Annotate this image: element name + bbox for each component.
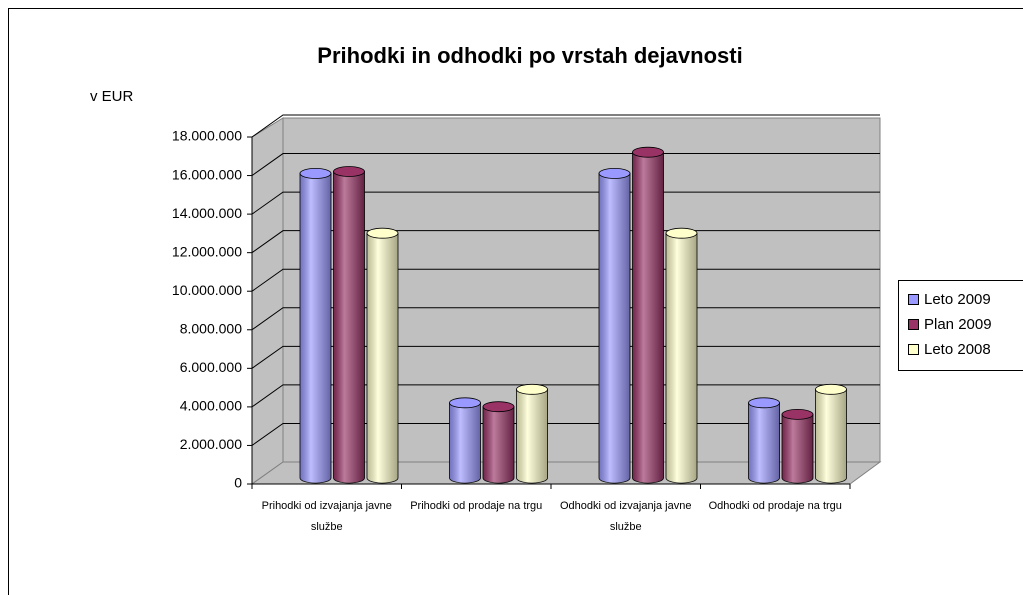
y-tick-label: 8.000.000 xyxy=(180,320,242,336)
bar-shade xyxy=(516,389,548,483)
bar xyxy=(632,146,664,484)
legend-swatch xyxy=(908,344,919,355)
x-tick-label: Prihodki od izvajanja javne službe xyxy=(261,500,392,533)
legend-label: Leto 2008 xyxy=(924,341,991,358)
bar-top xyxy=(598,168,631,179)
bar-top xyxy=(299,168,332,179)
bar xyxy=(333,166,365,484)
bar-top xyxy=(632,146,664,158)
legend-swatch xyxy=(908,319,919,330)
bar-shade xyxy=(748,402,780,483)
legend-label: Leto 2009 xyxy=(924,291,991,308)
bar-top xyxy=(665,227,698,239)
legend xyxy=(898,280,1023,371)
y-tick-label: 14.000.000 xyxy=(172,205,242,221)
y-axis-label: v EUR xyxy=(90,88,134,105)
y-tick-label: 10.000.000 xyxy=(172,282,242,298)
chart-title: Prihodki in odhodki po vrstah dejavnosti xyxy=(317,43,742,68)
x-tick-label: Odhodki od prodaje na trgu xyxy=(708,500,842,512)
bar-top xyxy=(781,408,814,420)
bar xyxy=(516,383,548,484)
bar-top xyxy=(482,401,515,413)
bar xyxy=(449,397,481,484)
bar-top xyxy=(333,166,365,177)
bar-shade xyxy=(599,173,630,483)
x-tick-label: Prihodki od prodaje na trgu xyxy=(410,500,543,512)
y-tick-label: 2.000.000 xyxy=(180,436,242,452)
bar-top xyxy=(516,383,548,395)
bar xyxy=(299,168,332,484)
y-tick-label: 16.000.000 xyxy=(172,166,242,182)
grid-line xyxy=(251,191,880,215)
bar xyxy=(815,383,847,484)
grid-line xyxy=(251,114,880,138)
bar xyxy=(482,401,515,484)
bar-shade xyxy=(483,406,514,483)
y-tick-label: 6.000.000 xyxy=(180,359,242,375)
x-tick-label: Odhodki od izvajanja javne službe xyxy=(560,500,692,533)
bar-shade xyxy=(782,414,813,483)
bar xyxy=(748,397,780,484)
bar xyxy=(598,168,631,484)
side-wall xyxy=(251,117,284,485)
bar-top xyxy=(815,383,847,395)
bar-top xyxy=(449,397,481,409)
y-tick-label: 12.000.000 xyxy=(172,243,242,259)
bar xyxy=(665,227,698,484)
bar-shade xyxy=(815,389,847,483)
bar-shade xyxy=(632,152,664,483)
bar-shade xyxy=(300,173,331,483)
bar-shade xyxy=(333,171,365,483)
bar xyxy=(781,408,814,484)
bar-shade xyxy=(666,233,697,483)
grid-line xyxy=(251,153,880,176)
bar-shade xyxy=(367,233,398,483)
legend-label: Plan 2009 xyxy=(924,316,992,333)
bar-top xyxy=(748,397,780,409)
y-tick-label: 4.000.000 xyxy=(180,398,242,414)
bar-shade xyxy=(449,402,481,483)
bar xyxy=(366,227,399,484)
bar-top xyxy=(366,227,399,239)
y-tick-label: 18.000.000 xyxy=(172,128,242,144)
legend-swatch xyxy=(908,294,919,305)
y-tick-label: 0 xyxy=(234,475,242,491)
